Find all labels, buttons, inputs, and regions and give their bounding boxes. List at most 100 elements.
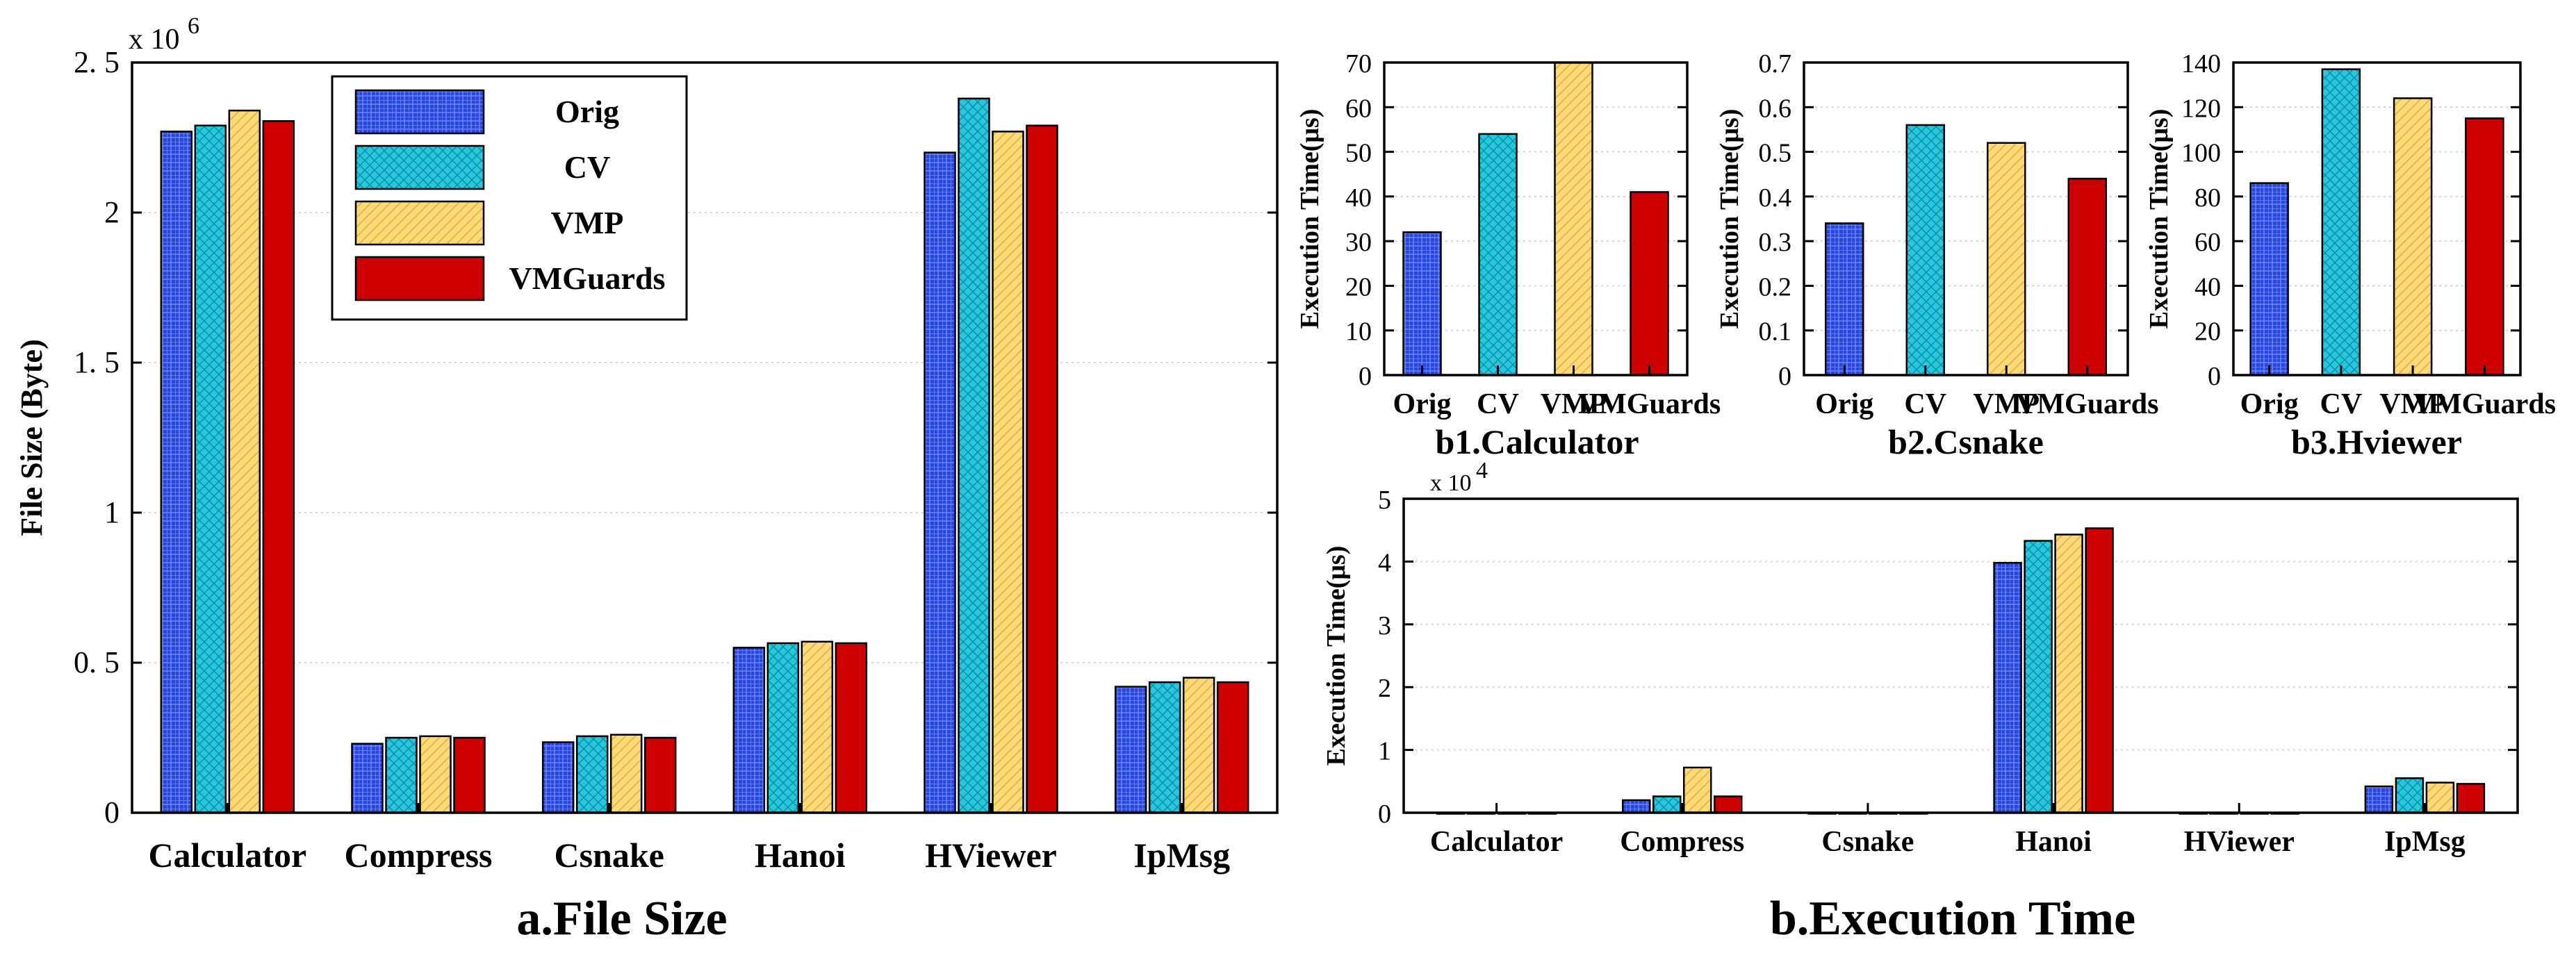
y-tick-label: 0.2: [1759, 272, 1792, 301]
caption-b: b.Execution Time: [1770, 892, 2135, 945]
bar-orig-compress: [1622, 799, 1651, 814]
bar-cv-ipmsg: [2395, 777, 2425, 814]
exponent-power: 4: [1476, 458, 1488, 483]
y-tick-label: 30: [1345, 228, 1372, 257]
legend-swatch-orig: [354, 89, 485, 135]
x-tick-label: IpMsg: [2384, 826, 2466, 858]
y-axis-title: Execution Time(μs): [2144, 109, 2174, 329]
bar-vmguards-csnake: [643, 736, 677, 814]
bar-vmp-ipmsg: [1182, 677, 1215, 814]
y-axis-title: File Size (Byte): [15, 339, 49, 536]
bar-vmguards-ipmsg: [1216, 681, 1249, 814]
y-tick-label: 0: [104, 795, 120, 829]
bar-vmguards-hanoi: [2085, 527, 2114, 814]
legend-swatch-cv: [354, 144, 485, 190]
y-tick-label: 0: [1378, 800, 1391, 829]
bar-orig-ipmsg: [1114, 686, 1147, 814]
y-tick-label: 2: [104, 195, 120, 229]
exponent-power: 6: [188, 13, 199, 39]
x-tick-label: VMP: [1541, 388, 1607, 420]
y-tick-label: 1: [104, 495, 120, 529]
y-tick-label: 80: [2194, 183, 2221, 213]
x-tick-label: Orig: [2240, 388, 2299, 420]
caption-a: a.File Size: [516, 892, 727, 945]
y-axis-title: Execution Time(μs): [1322, 546, 1351, 766]
bar-cv-hanoi: [766, 642, 800, 814]
bar-cv-hanoi: [2024, 540, 2053, 814]
y-tick-label: 0.5: [1759, 139, 1792, 168]
bar-orig-ipmsg: [2364, 785, 2394, 814]
plot-frame: [1402, 497, 2519, 814]
legend-label-vmp: VMP: [551, 205, 624, 240]
bar-orig: [1402, 231, 1442, 376]
bar-cv-hviewer: [958, 97, 990, 814]
y-tick-label: 0.3: [1759, 228, 1792, 257]
legend: Orig CV VMP VMGuards: [331, 75, 688, 321]
x-tick-label: Compress: [345, 836, 493, 875]
bar-vmguards-compress: [453, 736, 486, 814]
y-tick-label: 60: [2194, 228, 2221, 257]
bar-cv: [1905, 124, 1945, 376]
y-tick-label: 70: [1345, 49, 1372, 78]
y-tick-label: 20: [1345, 272, 1372, 301]
legend-swatch-vmp: [354, 200, 485, 246]
axes-layer: [131, 61, 2522, 814]
bar-vmguards-hviewer: [1026, 124, 1058, 814]
bar-vmguards-compress: [1714, 795, 1743, 814]
y-tick-label: 50: [1345, 139, 1372, 168]
bar-orig-hanoi: [1993, 561, 2022, 814]
bar-cv: [1478, 133, 1518, 376]
y-tick-label: 2. 5: [74, 45, 120, 79]
exponent-label: x 10: [1430, 470, 1472, 496]
x-tick-label: CV: [1904, 388, 1946, 420]
bar-vmp-hanoi: [801, 640, 834, 814]
legend-label-vmguards: VMGuards: [509, 260, 666, 296]
bar-orig-hviewer: [924, 151, 956, 814]
x-tick-label: Calculator: [1430, 826, 1563, 858]
bar-cv-compress: [385, 736, 418, 814]
x-tick-label: HViewer: [2184, 826, 2295, 858]
bar-orig: [1825, 222, 1864, 376]
bar-vmguards: [2067, 177, 2107, 376]
y-tick-label: 0.6: [1759, 94, 1792, 123]
y-tick-label: 2: [1378, 674, 1391, 703]
bar-vmp-hviewer: [992, 131, 1024, 814]
x-tick-label: VMGuards: [1578, 388, 1721, 420]
y-tick-label: 0.1: [1759, 317, 1792, 347]
y-tick-label: 0. 5: [74, 645, 120, 679]
bar-vmp: [1987, 142, 2026, 376]
y-tick-label: 60: [1345, 94, 1372, 123]
y-tick-label: 4: [1378, 548, 1391, 577]
bar-vmguards-calculator: [262, 119, 295, 814]
bar-vmguards-ipmsg: [2456, 783, 2486, 814]
subplot-caption: b3.Hviewer: [2291, 422, 2462, 461]
y-tick-label: 10: [1345, 317, 1372, 347]
y-tick-label: 120: [2181, 94, 2221, 123]
x-tick-label: VMGuards: [2016, 388, 2158, 420]
y-tick-label: 3: [1378, 611, 1391, 640]
y-tick-label: 40: [2194, 272, 2221, 301]
y-tick-label: 1. 5: [74, 345, 120, 379]
bar-vmguards: [1630, 191, 1669, 376]
plot-frame: [2232, 61, 2522, 376]
bar-cv-ipmsg: [1148, 681, 1181, 814]
x-tick-label: IpMsg: [1133, 836, 1230, 875]
y-tick-label: 0: [2208, 362, 2221, 391]
x-tick-label: CV: [2320, 388, 2363, 420]
y-tick-label: 0.4: [1759, 183, 1792, 213]
x-tick-label: Calculator: [148, 836, 306, 875]
bar-vmp-compress: [1683, 766, 1712, 814]
y-tick-label: 5: [1378, 486, 1391, 515]
y-tick-label: 1: [1378, 737, 1391, 766]
bar-cv-compress: [1652, 795, 1682, 814]
y-tick-label: 100: [2181, 139, 2221, 168]
x-tick-label: VMGuards: [2413, 388, 2556, 420]
bar-cv-csnake: [575, 735, 609, 814]
bar-vmp-ipmsg: [2425, 781, 2455, 814]
y-tick-label: 40: [1345, 183, 1372, 213]
bar-cv-calculator: [194, 124, 227, 814]
legend-label-cv: CV: [564, 149, 610, 185]
x-tick-label: HViewer: [925, 836, 1057, 875]
text-layer: 0 0. 5 1 1. 5 2 2. 5 Calculator Compress Csnake H…: [15, 13, 2556, 945]
